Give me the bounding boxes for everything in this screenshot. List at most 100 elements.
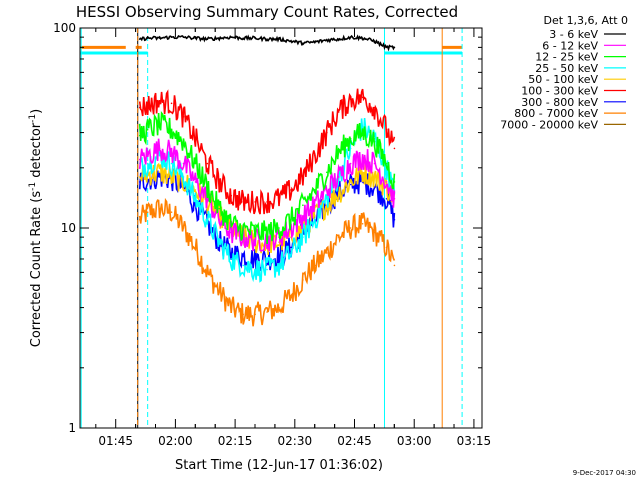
y-tick-label: 100 (53, 21, 76, 35)
data-point (393, 181, 396, 183)
y-axis-label-part: Corrected Count Rate (s (29, 191, 44, 348)
data-point (194, 162, 197, 165)
data-point (218, 241, 221, 243)
data-point (278, 264, 280, 267)
data-point (206, 38, 209, 40)
data-point (242, 37, 244, 39)
data-point (254, 313, 256, 316)
y-axis: 1 10 100 (53, 21, 482, 435)
series-100-300-kev (138, 88, 396, 215)
data-point (314, 41, 316, 43)
data-point (158, 207, 161, 210)
data-point (146, 154, 149, 157)
data-point (325, 252, 328, 254)
plot-area (80, 28, 463, 428)
data-point (290, 246, 292, 249)
data-point (302, 176, 304, 178)
data-point (254, 258, 256, 260)
data-point (278, 255, 280, 258)
data-point (170, 151, 173, 153)
series-800-7000-kev (138, 197, 396, 327)
legend-label: 25 - 50 keV (535, 62, 598, 75)
x-tick-label: 03:15 (457, 434, 492, 448)
data-point (266, 268, 268, 271)
data-point (138, 218, 141, 221)
data-point (182, 162, 185, 165)
data-point (146, 162, 149, 165)
data-point (146, 128, 149, 131)
data-point (242, 201, 244, 203)
data-point (325, 39, 328, 41)
data-point (337, 176, 340, 178)
series-12-25-kev (138, 111, 396, 245)
data-point (373, 40, 376, 42)
legend-label: 100 - 300 keV (521, 85, 598, 98)
data-point (266, 38, 268, 40)
data-point (138, 158, 141, 161)
data-point (314, 189, 316, 191)
data-point (170, 36, 173, 38)
legend-label: 50 - 100 keV (528, 73, 598, 86)
y-axis-label-part: ) (29, 109, 44, 114)
data-point (254, 268, 256, 271)
data-point (290, 294, 292, 297)
data-point (230, 36, 233, 38)
data-point (218, 207, 221, 210)
data-point (206, 162, 209, 165)
data-point (337, 38, 340, 40)
data-point (361, 156, 364, 159)
x-tick-label: 02:30 (278, 434, 313, 448)
data-point (182, 36, 185, 38)
data-point (138, 176, 141, 178)
legend-label: 6 - 12 keV (542, 39, 598, 52)
data-point (206, 271, 209, 274)
data-point (290, 252, 292, 254)
data-point (393, 147, 396, 150)
data-point (325, 171, 328, 174)
data-point (206, 197, 209, 200)
series-trace (138, 111, 396, 245)
data-point (302, 236, 304, 238)
data-point (290, 189, 292, 191)
series-trace (138, 88, 396, 215)
y-axis-label-part: detector (29, 122, 44, 182)
data-point (373, 162, 376, 165)
data-point (302, 215, 304, 217)
series-6-12-kev (138, 138, 396, 252)
x-tick-label: 03:00 (397, 434, 432, 448)
data-point (230, 194, 233, 197)
data-point (278, 227, 280, 229)
data-point (361, 126, 364, 128)
data-point (158, 171, 161, 174)
data-point (278, 306, 280, 309)
chart-title: HESSI Observing Summary Count Rates, Cor… (76, 3, 458, 21)
series-3-6-kev (138, 34, 396, 52)
data-point (385, 197, 388, 200)
data-point (194, 246, 197, 249)
data-point (393, 197, 396, 200)
data-point (385, 181, 388, 183)
legend-label: 300 - 800 keV (521, 96, 598, 109)
data-point (146, 37, 149, 39)
data-point (349, 183, 352, 186)
data-point (242, 228, 244, 231)
data-point (361, 37, 364, 39)
y-axis-label: Corrected Count Rate (s-1 detector-1) (28, 109, 44, 347)
data-point (373, 140, 376, 143)
data-point (373, 106, 376, 109)
data-point (337, 191, 340, 194)
data-point (393, 264, 396, 267)
data-point (314, 154, 316, 157)
data-point (182, 227, 185, 229)
data-point (242, 255, 244, 258)
x-axis-label: Start Time (12-Jun-17 01:36:02) (175, 458, 383, 473)
data-point (349, 98, 352, 101)
y-axis-label-exponent: -1 (28, 114, 38, 123)
data-point (266, 231, 268, 234)
plot-frame (79, 27, 483, 429)
data-point (373, 176, 376, 178)
legend-label: 3 - 6 keV (549, 28, 598, 41)
data-point (349, 162, 352, 165)
